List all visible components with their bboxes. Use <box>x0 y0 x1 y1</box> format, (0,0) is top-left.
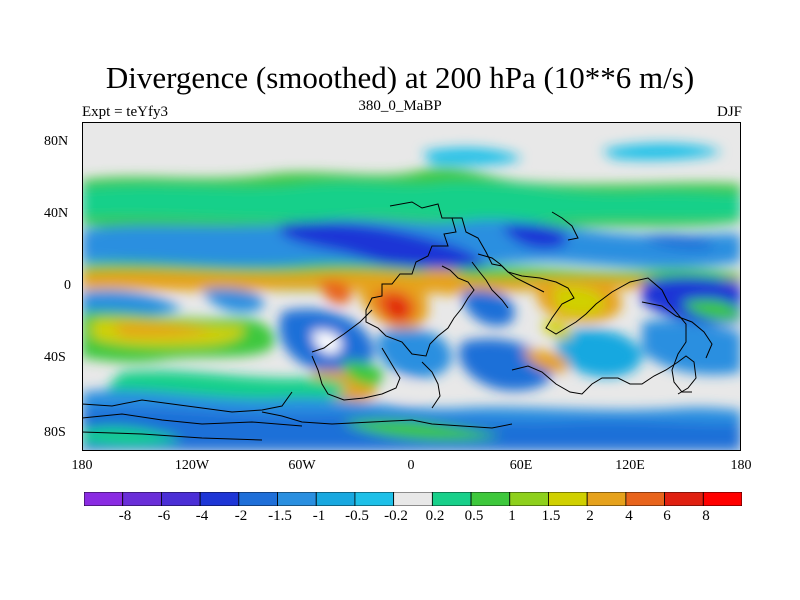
colorbar-swatch <box>277 492 317 506</box>
colorbar-swatch <box>470 492 511 506</box>
cb-label: -1.5 <box>268 508 292 524</box>
colorbar-swatch <box>586 492 627 506</box>
cb-label: 1.5 <box>541 508 561 524</box>
lat-label-80s: 80S <box>44 425 66 440</box>
colorbar-swatches <box>84 492 742 506</box>
cb-label: -8 <box>118 508 132 524</box>
colorbar-swatch <box>199 492 240 506</box>
lat-label-80n: 80N <box>44 134 69 149</box>
page-title: Divergence (smoothed) at 200 hPa (10**6 … <box>105 60 695 95</box>
colorbar-swatch <box>122 492 162 506</box>
lat-label-40n: 40N <box>44 206 69 221</box>
lon-label-180w: 180 <box>71 458 93 473</box>
cb-label: 6 <box>663 508 671 524</box>
colorbar-swatch <box>161 492 201 506</box>
map-canvas <box>81 122 741 451</box>
lon-label-60w: 60W <box>288 458 316 473</box>
lon-label-120w: 120W <box>174 458 210 473</box>
colorbar-swatch <box>664 492 704 506</box>
colorbar-swatch <box>625 492 665 506</box>
cb-label: -0.2 <box>384 508 408 524</box>
cb-label: 0.2 <box>425 508 445 524</box>
period-label: 380_0_MaBP <box>358 98 442 114</box>
lon-label-60e: 60E <box>509 458 533 473</box>
lat-label-40s: 40S <box>44 350 66 365</box>
colorbar-swatch <box>548 492 588 506</box>
colorbar-swatch <box>238 492 278 506</box>
lon-label-120e: 120E <box>615 458 645 473</box>
cb-label: -2 <box>234 508 248 524</box>
cb-label: 0.5 <box>464 508 484 524</box>
colorbar-swatch <box>431 492 472 506</box>
cb-label: 8 <box>702 508 710 524</box>
colorbar: -8 -6 -4 -2 -1.5 -1 -0.5 -0.2 0.2 0.5 1 … <box>84 492 742 532</box>
colorbar-swatch <box>509 492 549 506</box>
cb-label: 2 <box>586 508 594 524</box>
cb-label: 1 <box>508 508 516 524</box>
colorbar-swatch <box>315 492 356 506</box>
cb-label: -6 <box>157 508 171 524</box>
colorbar-swatch <box>393 492 433 506</box>
cb-label: -0.5 <box>345 508 369 524</box>
season-label: DJF <box>716 104 742 120</box>
colorbar-swatch <box>702 492 742 506</box>
cb-label: 4 <box>625 508 633 524</box>
colorbar-swatch <box>354 492 395 506</box>
colorbar-swatch <box>84 492 124 506</box>
lat-label-eq: 0 <box>64 278 71 293</box>
cb-label: -1 <box>312 508 326 524</box>
cb-label: -4 <box>195 508 209 524</box>
lon-label-180e: 180 <box>730 458 752 473</box>
divergence-map <box>81 122 741 451</box>
experiment-label: Expt = teYfy3 <box>82 104 168 120</box>
lon-label-0: 0 <box>407 458 415 473</box>
